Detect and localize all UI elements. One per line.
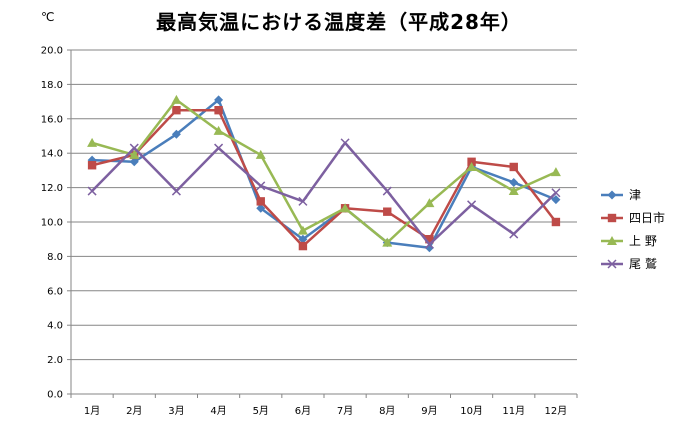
data-point	[297, 225, 308, 235]
series-3	[87, 94, 561, 247]
x-tick-label: 1月	[84, 405, 100, 417]
data-point	[550, 167, 561, 177]
x-tick-label: 6月	[295, 405, 311, 417]
data-point	[256, 203, 266, 213]
data-point	[424, 198, 435, 208]
chart-title: 最高気温における温度差（平成28年）	[156, 10, 522, 34]
data-point	[214, 95, 224, 105]
data-point	[425, 235, 434, 244]
series-line	[91, 108, 557, 248]
legend-item: 尾 鷲	[601, 257, 657, 271]
series-line	[91, 141, 557, 246]
legend-item: 上 野	[601, 234, 657, 248]
data-point	[509, 177, 519, 187]
data-point	[509, 229, 519, 239]
legend-label: 尾 鷲	[629, 257, 657, 271]
data-point	[171, 129, 181, 139]
data-point	[298, 234, 308, 244]
y-tick-label: 6.0	[47, 286, 63, 297]
series-line	[91, 98, 557, 244]
y-tick-label: 4.0	[47, 321, 63, 332]
data-point	[256, 181, 266, 191]
data-point	[172, 106, 181, 115]
data-point	[466, 161, 477, 171]
series-group	[87, 94, 561, 253]
data-point	[129, 149, 140, 159]
y-tick-label: 0.0	[47, 390, 63, 401]
y-tick-label: 16.0	[41, 114, 63, 125]
y-tick-label: 2.0	[47, 355, 63, 366]
data-point	[214, 143, 224, 153]
series-4	[87, 138, 561, 249]
data-point	[87, 137, 98, 147]
data-point	[382, 186, 392, 196]
data-point	[551, 188, 561, 198]
x-tick-label: 9月	[421, 405, 437, 417]
data-point	[255, 149, 266, 159]
y-tick-label: 8.0	[47, 252, 63, 263]
data-point	[467, 200, 477, 210]
x-tick-label: 7月	[337, 405, 353, 417]
data-point	[340, 138, 350, 148]
y-axis-unit: ℃	[41, 10, 55, 24]
axes	[67, 49, 578, 398]
legend-label: 四日市	[629, 210, 665, 225]
data-point	[129, 157, 139, 167]
data-point	[340, 203, 351, 213]
x-tick-label: 11月	[502, 405, 525, 417]
y-tick-label: 10.0	[41, 218, 63, 229]
x-tick-label: 10月	[460, 405, 483, 417]
y-tick-labels: 0.0 2.0 4.0 6.0 8.0 10.0 12.0 14.0 16.0 18.0 20.0	[41, 46, 63, 401]
y-tick-label: 18.0	[41, 80, 63, 91]
legend-swatch-marker	[607, 190, 617, 200]
legend-label: 上 野	[629, 234, 657, 248]
x-tick-label: 3月	[168, 405, 184, 417]
legend-swatch-marker	[607, 259, 617, 269]
legend-item: 四日市	[601, 210, 665, 225]
data-point	[382, 237, 393, 247]
data-point	[383, 207, 392, 216]
data-point	[214, 106, 223, 115]
legend-swatch-marker	[607, 236, 617, 245]
legend-swatch-marker	[607, 213, 617, 223]
data-point	[551, 195, 561, 205]
x-tick-label: 2月	[126, 405, 142, 417]
data-point	[298, 196, 308, 206]
data-point	[213, 125, 224, 135]
x-tick-label: 5月	[253, 405, 269, 417]
data-point	[87, 186, 97, 196]
data-point	[171, 186, 181, 196]
legend-item: 津	[601, 188, 641, 202]
data-point	[256, 197, 265, 206]
data-point	[424, 239, 434, 249]
x-tick-label: 8月	[379, 405, 395, 417]
data-point	[508, 186, 519, 196]
data-point	[551, 217, 561, 227]
y-tick-label: 14.0	[41, 149, 63, 160]
data-point	[467, 157, 476, 166]
data-point	[129, 143, 139, 153]
data-point	[509, 162, 518, 172]
data-point	[298, 241, 308, 251]
x-tick-label: 12月	[545, 405, 568, 417]
y-tick-label: 12.0	[41, 183, 63, 194]
y-tick-label: 20.0	[41, 46, 63, 57]
legend-label: 津	[629, 188, 641, 202]
x-tick-label: 4月	[210, 405, 226, 417]
grid-lines	[71, 49, 577, 361]
x-tick-labels: 1月 2月 3月 4月 5月 6月 7月 8月 9月 10月 11月 12月	[84, 405, 567, 417]
data-point	[171, 94, 182, 104]
data-point	[87, 161, 97, 170]
